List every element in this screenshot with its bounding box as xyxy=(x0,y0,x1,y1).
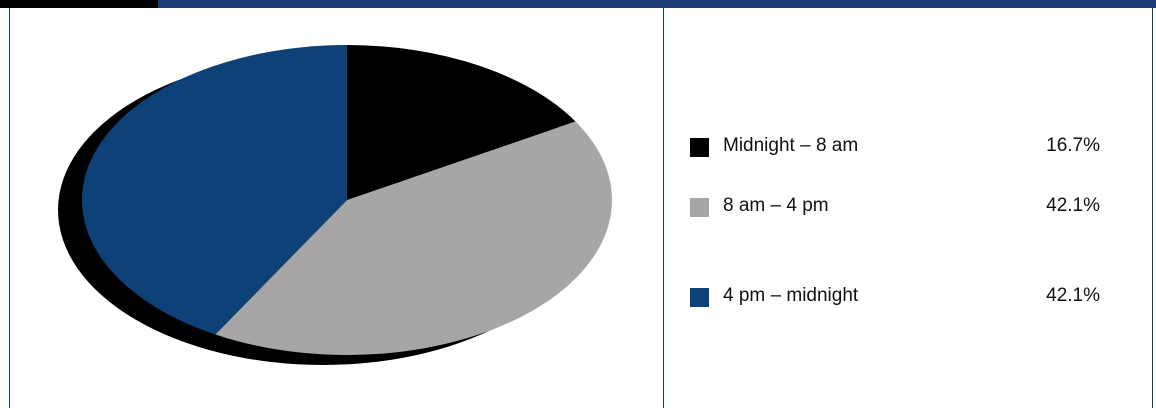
legend-item-8am-4pm: 8 am – 4 pm 42.1% xyxy=(690,192,1120,222)
legend-label: 4 pm – midnight xyxy=(723,285,859,306)
legend-value: 42.1% xyxy=(1046,285,1100,306)
legend-label: 8 am – 4 pm xyxy=(723,195,829,216)
pie-chart xyxy=(58,45,612,365)
top-accent-bar xyxy=(0,0,1156,8)
legend-swatch xyxy=(690,198,709,217)
panel-divider xyxy=(663,8,664,408)
pie-slice-1 xyxy=(347,45,576,200)
legend-swatch xyxy=(690,138,709,157)
legend-label: Midnight – 8 am xyxy=(723,135,859,156)
legend-swatch xyxy=(690,288,709,307)
legend-value: 42.1% xyxy=(1046,195,1100,216)
legend-item-midnight-8am: Midnight – 8 am 16.7% xyxy=(690,132,1120,162)
top-accent-tab xyxy=(0,0,158,8)
legend-value: 16.7% xyxy=(1046,135,1100,156)
pie-slices xyxy=(82,45,612,355)
legend-item-4pm-midnight: 4 pm – midnight 42.1% xyxy=(690,282,1120,312)
pie-slice-2 xyxy=(215,121,612,355)
chart-frame xyxy=(9,8,1153,408)
legend: Midnight – 8 am 16.7% 8 am – 4 pm 42.1% … xyxy=(690,0,1120,405)
pie-slice-3 xyxy=(82,45,348,335)
